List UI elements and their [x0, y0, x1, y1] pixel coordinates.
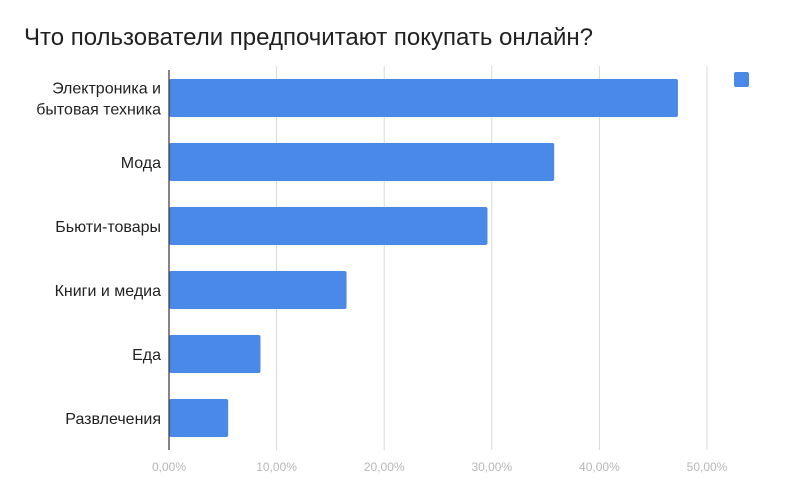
legend-swatch [734, 72, 749, 87]
category-label-3: Книги и медиа [55, 283, 162, 300]
category-label-line: Мода [121, 155, 161, 172]
bar-5 [169, 399, 229, 437]
category-label-5: Развлечения [65, 411, 161, 428]
x-tick-label-3: 30,00% [471, 460, 512, 474]
bar-0 [169, 79, 678, 117]
category-label-line: бытовая техника [36, 102, 161, 119]
category-label-line: Электроника и [52, 81, 161, 98]
x-tick-label-0: 0,00% [152, 460, 186, 474]
category-label-2: Бьюти-товары [55, 219, 161, 236]
x-tick-label-5: 50,00% [687, 460, 728, 474]
chart-title: Что пользователи предпочитают покупать о… [24, 24, 593, 51]
category-label-0: Электроника и бытовая техника [36, 81, 161, 119]
bar-4 [169, 335, 261, 373]
x-tick-label-2: 20,00% [364, 460, 405, 474]
bar-3 [169, 271, 347, 309]
x-tick-label-1: 10,00% [256, 460, 297, 474]
category-label-line: Еда [132, 347, 161, 364]
category-label-1: Мода [121, 155, 161, 172]
category-label-line: Развлечения [65, 411, 161, 428]
bar-1 [169, 143, 555, 181]
x-tick-label-4: 40,00% [579, 460, 620, 474]
category-label-line: Книги и медиа [55, 283, 162, 300]
category-label-4: Еда [132, 347, 161, 364]
bar-2 [169, 207, 488, 245]
category-label-line: Бьюти-товары [55, 219, 161, 236]
